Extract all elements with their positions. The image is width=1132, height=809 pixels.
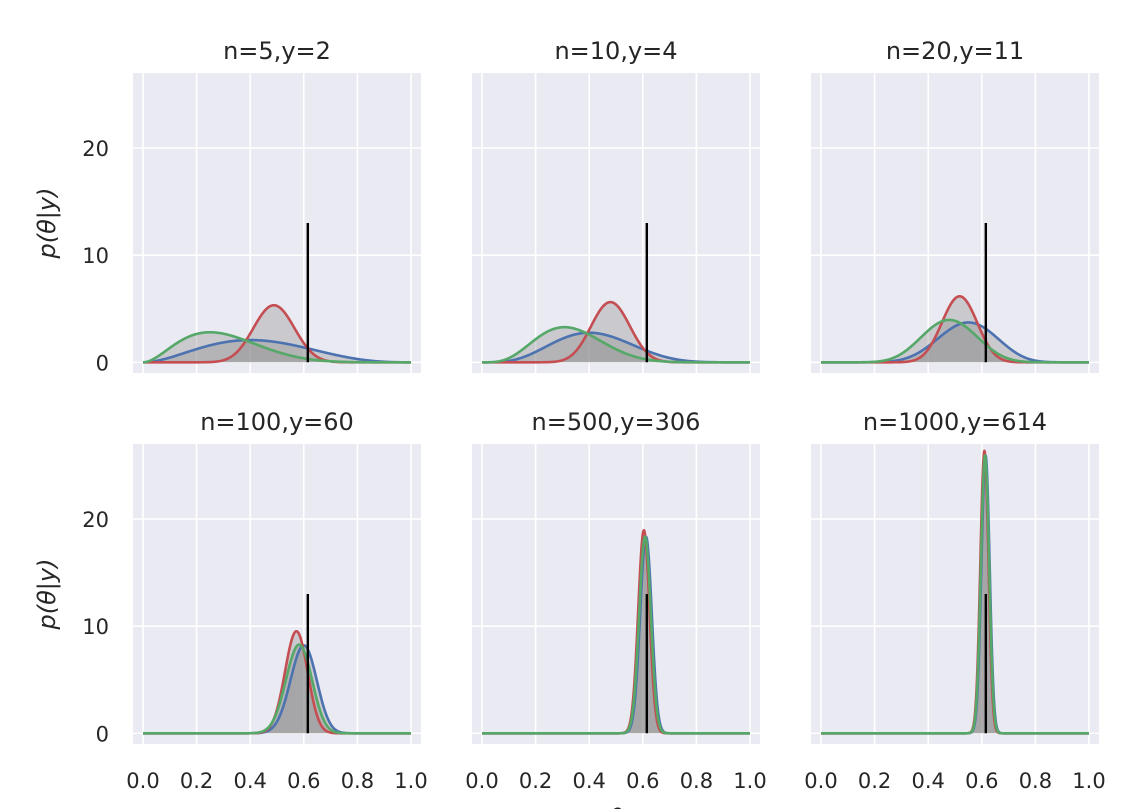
posterior-fill [143, 644, 411, 734]
y-tick-label: 20 [82, 508, 109, 532]
x-tick-label: 1.0 [394, 769, 427, 793]
posterior-line [142, 643, 412, 735]
y-tick-label: 10 [82, 244, 109, 268]
posterior-fill [143, 332, 411, 363]
x-tick-label: 0.8 [680, 769, 713, 793]
panel-1: n=5,y=2 0 10 20 p(θ|y) [33, 37, 421, 375]
panel-title: n=20,y=11 [886, 37, 1024, 65]
x-tick-label: 0.4 [572, 769, 605, 793]
plot-area [811, 444, 1099, 744]
posterior-fill [821, 322, 1089, 363]
posterior-line [142, 338, 412, 364]
y-tick-label: 0 [96, 351, 109, 375]
panel-6: n=1000,y=614 0.0 0.2 0.4 0.6 0.8 1.0 [804, 408, 1105, 793]
posterior-fill [821, 319, 1089, 363]
posterior-line [142, 330, 412, 364]
x-tick-label: 0.8 [341, 769, 374, 793]
x-tick-label: 1.0 [733, 769, 766, 793]
x-tick-label: 0.0 [126, 769, 159, 793]
panel-title: n=1000,y=614 [863, 408, 1047, 436]
x-tick-label: 0.2 [180, 769, 213, 793]
x-tick-label: 0.6 [965, 769, 998, 793]
plot-area [472, 73, 760, 373]
x-tick-label: 0.4 [911, 769, 944, 793]
plot-area [133, 73, 421, 373]
y-axis-label: p(θ|y) [33, 188, 61, 260]
y-axis-label: p(θ|y) [33, 559, 61, 631]
panel-2: n=10,y=4 [472, 37, 760, 373]
panel-5: n=500,y=306 0.0 0.2 0.4 0.6 0.8 1.0 [465, 408, 766, 793]
x-axis-label: θ [609, 804, 624, 809]
posterior-fill [821, 296, 1089, 363]
panel-title: n=100,y=60 [200, 408, 354, 436]
panel-4: n=100,y=60 0 10 20 p(θ|y) 0.0 0.2 0.4 0.6 0.8 1.0 [33, 408, 428, 793]
posterior-line [481, 325, 751, 364]
posterior-fill [482, 327, 750, 363]
x-tick-label: 0.2 [858, 769, 891, 793]
y-tick-label: 0 [96, 722, 109, 746]
x-tick-label: 0.6 [626, 769, 659, 793]
x-tick-label: 0.0 [804, 769, 837, 793]
posterior-line [820, 454, 1090, 735]
posterior-fill [482, 302, 750, 363]
x-tick-label: 0.8 [1019, 769, 1052, 793]
panel-title: n=500,y=306 [532, 408, 701, 436]
y-tick-label: 10 [82, 615, 109, 639]
x-tick-label: 0.4 [233, 769, 266, 793]
plot-area [472, 444, 760, 744]
x-tick-label: 0.6 [287, 769, 320, 793]
posterior-line [481, 535, 751, 735]
plot-area [133, 444, 421, 744]
plot-area [811, 73, 1099, 373]
panel-title: n=5,y=2 [223, 37, 331, 65]
posterior-fill [482, 332, 750, 363]
posterior-fill [143, 305, 411, 363]
x-tick-label: 1.0 [1072, 769, 1105, 793]
panel-title: n=10,y=4 [554, 37, 677, 65]
panel-3: n=20,y=11 [811, 37, 1099, 373]
y-tick-label: 20 [82, 137, 109, 161]
posterior-line [820, 318, 1090, 364]
x-tick-label: 0.0 [465, 769, 498, 793]
x-tick-label: 0.2 [519, 769, 552, 793]
